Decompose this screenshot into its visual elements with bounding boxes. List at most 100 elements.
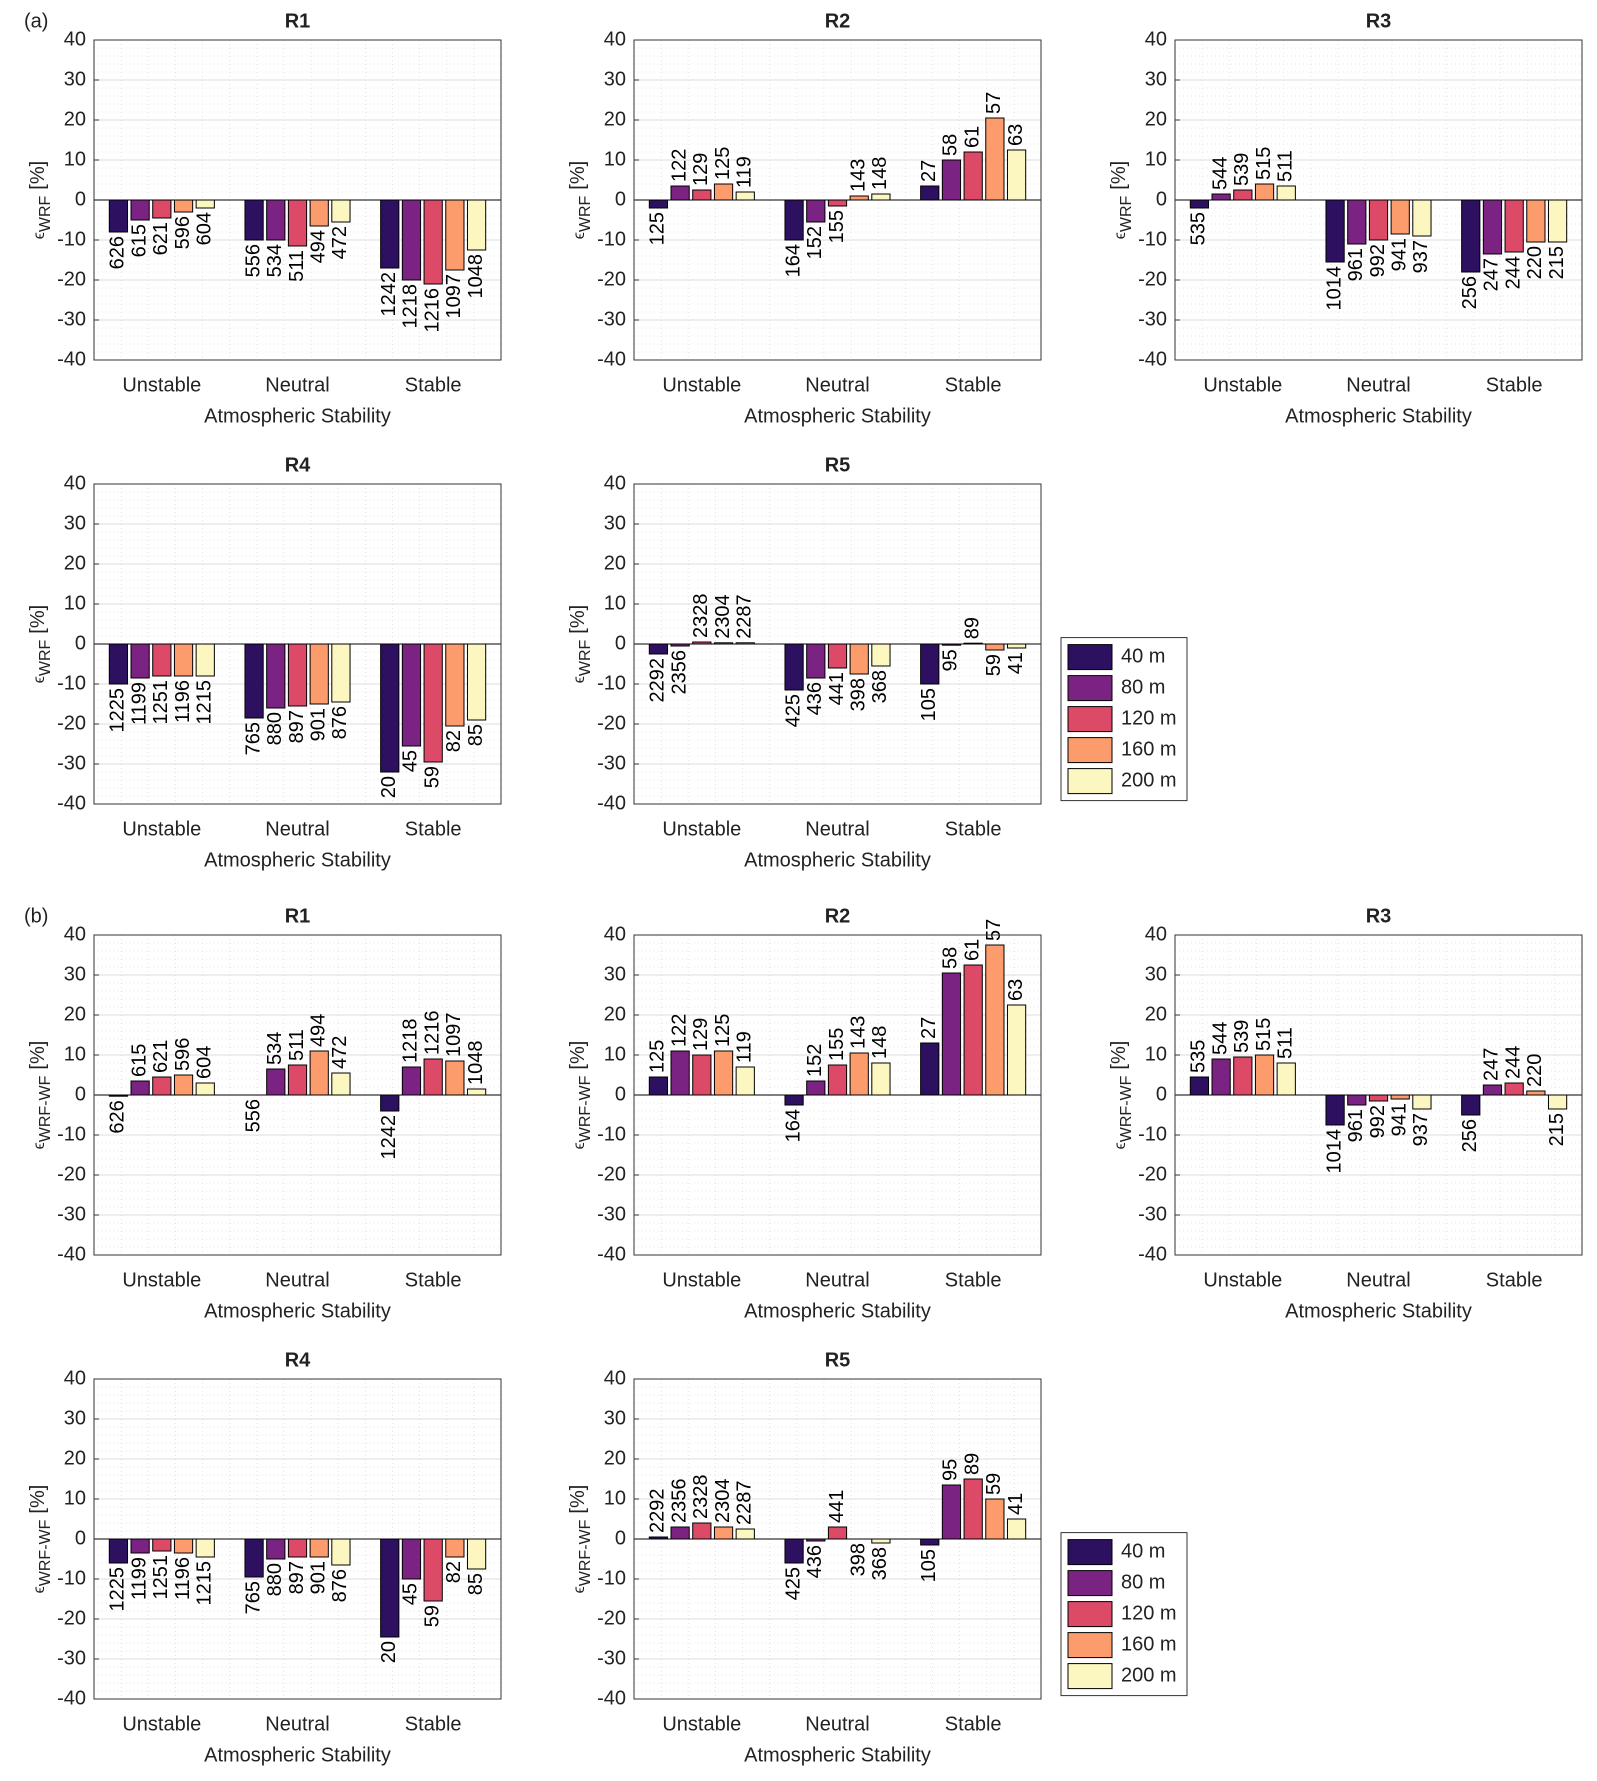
bar bbox=[466, 643, 487, 721]
bar bbox=[985, 117, 1005, 201]
y-axis-label: ϵWRF-WF [%] bbox=[27, 1485, 54, 1594]
sample-count: 494 bbox=[307, 230, 329, 263]
sample-count: 515 bbox=[1253, 1018, 1275, 1051]
y-tick-label: 0 bbox=[75, 1083, 86, 1105]
y-tick-label: 10 bbox=[1145, 1043, 1167, 1065]
y-tick-label: 40 bbox=[604, 1367, 626, 1389]
bar bbox=[713, 1050, 734, 1096]
sample-count: 63 bbox=[1005, 979, 1027, 1001]
sample-count: 2356 bbox=[668, 650, 690, 695]
x-tick-label: Neutral bbox=[1346, 1269, 1410, 1291]
legend-swatch bbox=[1067, 1570, 1113, 1597]
bar bbox=[1276, 1062, 1296, 1096]
sample-count: 45 bbox=[400, 1583, 422, 1605]
y-tick-label: -40 bbox=[597, 1687, 626, 1709]
bar bbox=[670, 1050, 690, 1096]
y-tick-label: 20 bbox=[64, 108, 86, 130]
x-axis-label: Atmospheric Stability bbox=[744, 1744, 931, 1766]
sample-count: 220 bbox=[1524, 246, 1546, 279]
sample-count: 2304 bbox=[712, 1479, 734, 1524]
x-tick-label: Unstable bbox=[662, 374, 741, 396]
sample-count: 765 bbox=[242, 722, 264, 755]
y-tick-label: 20 bbox=[1145, 1003, 1167, 1025]
sample-count: 494 bbox=[307, 1014, 329, 1047]
bar bbox=[401, 643, 422, 747]
x-tick-label: Neutral bbox=[265, 818, 329, 840]
sample-count: 1225 bbox=[107, 688, 129, 733]
x-tick-label: Unstable bbox=[1203, 374, 1282, 396]
y-label-symbol: ϵ bbox=[1112, 1142, 1129, 1149]
sample-count: 604 bbox=[194, 212, 216, 245]
x-tick-label: Stable bbox=[945, 1713, 1002, 1735]
bar bbox=[1390, 1094, 1410, 1100]
bar bbox=[849, 643, 869, 675]
sample-count: 615 bbox=[128, 1044, 150, 1077]
y-tick-label: -10 bbox=[597, 1123, 626, 1145]
bar bbox=[130, 199, 150, 221]
y-label-subscript: WRF bbox=[37, 639, 54, 676]
y-tick-label: 40 bbox=[64, 1367, 86, 1389]
sample-count: 511 bbox=[1275, 1027, 1297, 1059]
sample-count: 941 bbox=[1388, 1103, 1410, 1136]
y-label-subscript: WRF bbox=[1118, 195, 1135, 232]
sample-count: 1218 bbox=[400, 1019, 422, 1064]
bar bbox=[1368, 199, 1389, 241]
y-label-symbol: ϵ bbox=[571, 676, 588, 683]
y-label-unit: [%] bbox=[567, 1041, 589, 1070]
sample-count: 534 bbox=[264, 1032, 286, 1065]
y-label-unit: [%] bbox=[1108, 1041, 1130, 1070]
axes-box bbox=[93, 483, 502, 805]
x-tick-label: Unstable bbox=[122, 818, 201, 840]
y-tick-label: 30 bbox=[64, 1407, 86, 1429]
y-label-subscript: WRF bbox=[577, 639, 594, 676]
sample-count: 556 bbox=[242, 244, 264, 277]
sample-count: 901 bbox=[307, 1561, 329, 1594]
bar bbox=[445, 643, 465, 727]
sample-count: 2292 bbox=[647, 658, 669, 703]
y-tick-label: -20 bbox=[57, 712, 86, 734]
axes-box bbox=[1174, 39, 1583, 361]
sample-count: 129 bbox=[690, 153, 712, 186]
sample-count: 148 bbox=[869, 1026, 891, 1059]
bar bbox=[309, 199, 329, 227]
sample-count: 992 bbox=[1367, 1105, 1389, 1138]
y-tick-label: 40 bbox=[1145, 923, 1167, 945]
legend-label: 120 m bbox=[1121, 1602, 1177, 1624]
y-label-unit: [%] bbox=[1108, 161, 1130, 190]
x-tick-label: Stable bbox=[405, 374, 462, 396]
sample-count: 937 bbox=[1410, 1113, 1432, 1146]
y-tick-label: -30 bbox=[597, 308, 626, 330]
sample-count: 534 bbox=[264, 244, 286, 277]
y-label-subscript: WRF-WF bbox=[37, 1075, 54, 1142]
bar bbox=[920, 643, 940, 685]
sample-count: 626 bbox=[107, 236, 129, 269]
x-axis-label: Atmospheric Stability bbox=[744, 405, 931, 427]
sample-count: 1199 bbox=[128, 1557, 150, 1600]
sample-count: 164 bbox=[782, 244, 804, 277]
legend-label: 80 m bbox=[1121, 676, 1165, 698]
bar bbox=[423, 199, 443, 285]
bar bbox=[445, 1060, 465, 1096]
y-tick-label: -40 bbox=[597, 1243, 626, 1265]
bar bbox=[941, 972, 962, 1096]
sample-count: 59 bbox=[421, 1605, 443, 1627]
bar bbox=[152, 643, 172, 677]
y-tick-label: 10 bbox=[604, 1043, 626, 1065]
sample-count: 544 bbox=[1209, 157, 1231, 190]
x-axis-label: Atmospheric Stability bbox=[204, 1300, 391, 1322]
bar bbox=[244, 1538, 264, 1578]
sample-count: 45 bbox=[400, 750, 422, 772]
y-tick-label: 20 bbox=[604, 1447, 626, 1469]
sample-count: 247 bbox=[1481, 258, 1503, 291]
sample-count: 425 bbox=[782, 694, 804, 727]
bar bbox=[985, 643, 1005, 651]
y-tick-label: 20 bbox=[64, 1447, 86, 1469]
sample-count: 1048 bbox=[465, 1041, 487, 1086]
sample-count: 143 bbox=[847, 1016, 869, 1049]
axes-box bbox=[633, 39, 1042, 361]
sample-count: 897 bbox=[286, 1561, 308, 1594]
x-axis-label: Atmospheric Stability bbox=[204, 405, 391, 427]
bar bbox=[152, 199, 172, 219]
y-label-symbol: ϵ bbox=[571, 1142, 588, 1149]
